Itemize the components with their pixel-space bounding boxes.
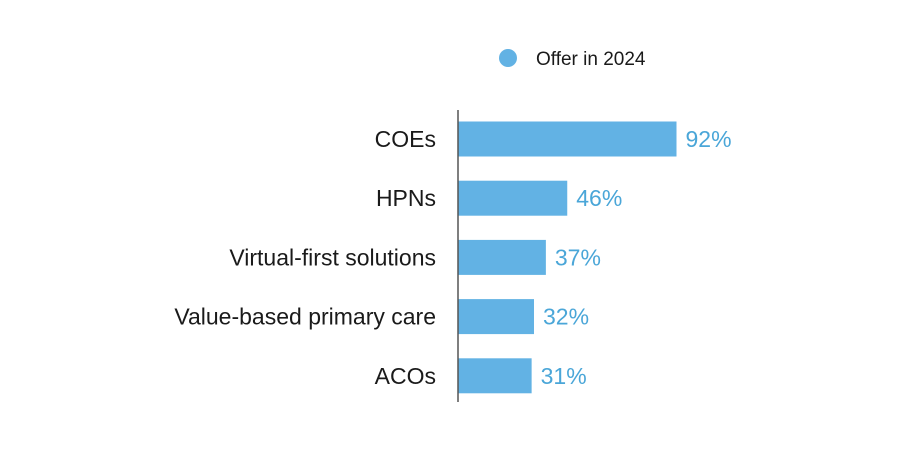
- category-label: HPNs: [376, 185, 436, 211]
- bar: [458, 239, 546, 275]
- value-label: 37%: [555, 244, 601, 270]
- legend-swatch: [499, 49, 517, 67]
- category-label: Value-based primary care: [174, 304, 436, 330]
- bar: [458, 121, 677, 157]
- category-label: Virtual-first solutions: [229, 244, 436, 270]
- bars: COEs 92% HPNs 46% Virtual-first solutions 37%…: [174, 121, 732, 394]
- bar: [458, 299, 534, 335]
- legend: Offer in 2024: [499, 49, 646, 70]
- category-label: COEs: [375, 126, 436, 152]
- legend-label: Offer in 2024: [536, 49, 646, 70]
- value-label: 31%: [541, 363, 587, 389]
- value-label: 92%: [686, 126, 732, 152]
- value-label: 46%: [576, 185, 622, 211]
- bar: [458, 358, 532, 394]
- category-label: ACOs: [375, 363, 436, 389]
- value-label: 32%: [543, 304, 589, 330]
- bar: [458, 180, 568, 216]
